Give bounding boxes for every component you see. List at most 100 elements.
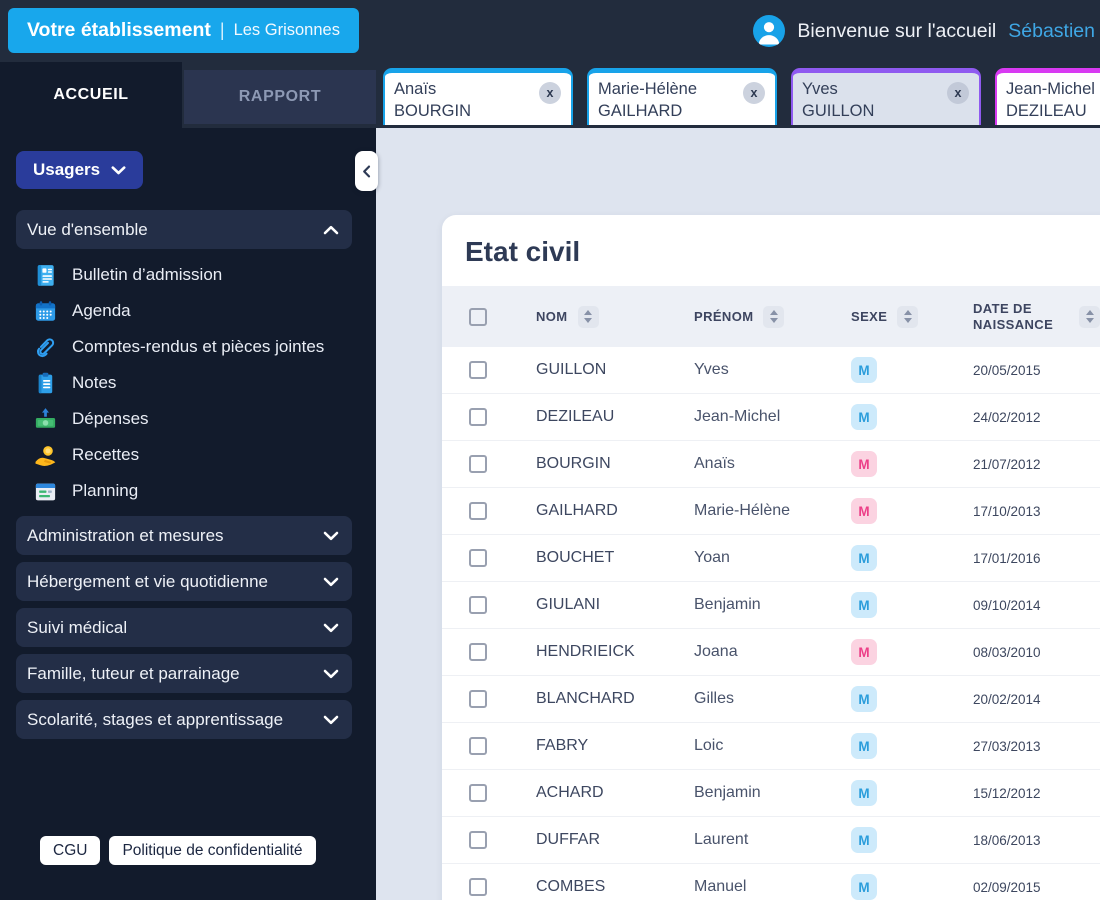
user-name-link[interactable]: Sébastien	[1008, 19, 1095, 42]
row-cell-prenom: Gilles	[694, 690, 735, 707]
row-cell-sexe: M	[824, 874, 946, 900]
sort-prenom-icon[interactable]	[763, 305, 785, 328]
user-tab-dezileau[interactable]: Jean-Michel DEZILEAU x	[995, 68, 1100, 125]
row-checkbox[interactable]	[469, 737, 487, 755]
table-row[interactable]: DEZILEAU Jean-Michel M 24/02/2012	[442, 394, 1100, 441]
sidebar-section-suivi-medical[interactable]: Suivi médical	[16, 608, 352, 647]
row-cell-nom: HENDRIEICK	[536, 643, 635, 660]
users-dropdown-button[interactable]: Usagers	[16, 151, 144, 189]
row-cell-select	[442, 455, 509, 473]
sexe-badge: M	[851, 874, 877, 900]
sexe-badge: M	[851, 733, 877, 759]
row-cell-nom: COMBES	[536, 878, 606, 895]
row-checkbox[interactable]	[469, 408, 487, 426]
sidebar-section-label: Scolarité, stages et apprentissage	[27, 709, 284, 729]
close-tab-icon[interactable]: x	[743, 82, 765, 104]
row-cell-nom: BOUCHET	[536, 549, 615, 566]
notepad-icon	[38, 372, 53, 393]
table-row[interactable]: HENDRIEICK Joana M 08/03/2010	[442, 629, 1100, 676]
establishment-button[interactable]: Votre établissement | Les Grisonnes	[8, 8, 359, 53]
row-cell-sexe: M	[824, 498, 946, 524]
sidebar-section-hebergement[interactable]: Hébergement et vie quotidienne	[16, 562, 352, 601]
sidebar-collapse-button[interactable]	[355, 151, 378, 191]
tab-rapport[interactable]: RAPPORT	[184, 70, 376, 124]
table-row[interactable]: BOUCHET Yoan M 17/01/2016	[442, 535, 1100, 582]
row-checkbox[interactable]	[469, 549, 487, 567]
chevron-down-icon	[111, 165, 126, 174]
row-checkbox[interactable]	[469, 455, 487, 473]
sort-nom-icon[interactable]	[577, 305, 599, 328]
sidebar-item-notes[interactable]: Notes	[0, 365, 376, 401]
select-all-checkbox[interactable]	[469, 307, 487, 326]
table-row[interactable]: COMBES Manuel M 02/09/2015	[442, 864, 1100, 900]
sidebar-section-overview[interactable]: Vue d'ensemble	[16, 210, 352, 249]
header-cell-nom: NOM	[509, 305, 667, 328]
close-tab-icon[interactable]: x	[947, 82, 969, 104]
row-cell-date: 20/05/2015	[973, 362, 1041, 378]
top-bar: Votre établissement | Les Grisonnes Bien…	[0, 0, 1100, 62]
table-row[interactable]: BLANCHARD Gilles M 20/02/2014	[442, 676, 1100, 723]
row-checkbox[interactable]	[469, 784, 487, 802]
sidebar-section-scolarite[interactable]: Scolarité, stages et apprentissage	[16, 700, 352, 739]
row-checkbox[interactable]	[469, 643, 487, 661]
column-label-nom: NOM	[536, 308, 568, 324]
sexe-badge: M	[851, 357, 877, 383]
table-row[interactable]: ACHARD Benjamin M 15/12/2012	[442, 770, 1100, 817]
sidebar-item-label: Dépenses	[72, 409, 149, 428]
card-title: Etat civil	[465, 236, 581, 267]
tab-accueil-label: ACCUEIL	[53, 86, 129, 103]
table-row[interactable]: GUILLON Yves M 20/05/2015	[442, 347, 1100, 394]
row-checkbox[interactable]	[469, 502, 487, 520]
row-cell-select	[442, 831, 509, 849]
table-row[interactable]: GIULANI Benjamin M 09/10/2014	[442, 582, 1100, 629]
etat-civil-card: Etat civil NOM PRÉNOM SEXE DATE DE NAISS…	[442, 215, 1100, 900]
sidebar-section-administration[interactable]: Administration et mesures	[16, 516, 352, 555]
table-row[interactable]: GAILHARD Marie-Hélène M 17/10/2013	[442, 488, 1100, 535]
row-cell-sexe: M	[824, 780, 946, 806]
row-checkbox[interactable]	[469, 690, 487, 708]
row-cell-nom: BOURGIN	[536, 455, 611, 472]
sort-sexe-icon[interactable]	[897, 305, 919, 328]
row-cell-date: 20/02/2014	[973, 691, 1041, 707]
table-row[interactable]: FABRY Loic M 27/03/2013	[442, 723, 1100, 770]
header-cell-naissance: DATE DE NAISSANCE	[946, 301, 1100, 333]
column-label-naissance: DATE DE NAISSANCE	[973, 300, 1054, 332]
sidebar-section-famille[interactable]: Famille, tuteur et parrainage	[16, 654, 352, 693]
user-tab-last-name: DEZILEAU	[1006, 102, 1087, 120]
table-row[interactable]: BOURGIN Anaïs M 21/07/2012	[442, 441, 1100, 488]
user-tab-last-name: BOURGIN	[394, 102, 472, 120]
sidebar-item-bulletin-admission[interactable]: Bulletin d’admission	[0, 257, 376, 293]
user-tab-bourgin[interactable]: Anaïs BOURGIN x	[383, 68, 573, 125]
user-avatar-icon[interactable]	[753, 15, 786, 47]
main-content: Etat civil NOM PRÉNOM SEXE DATE DE NAISS…	[376, 128, 1100, 900]
row-checkbox[interactable]	[469, 596, 487, 614]
row-cell-sexe: M	[824, 686, 946, 712]
table-row[interactable]: DUFFAR Laurent M 18/06/2013	[442, 817, 1100, 864]
establishment-separator: |	[219, 20, 225, 40]
sidebar-item-comptes-rendus[interactable]: Comptes-rendus et pièces jointes	[0, 329, 376, 365]
sidebar-item-recettes[interactable]: Recettes	[0, 437, 376, 473]
sidebar-item-depenses[interactable]: Dépenses	[0, 401, 376, 437]
sidebar-item-label: Agenda	[72, 301, 131, 320]
sort-naissance-icon[interactable]	[1079, 305, 1100, 328]
cgu-button[interactable]: CGU	[40, 836, 101, 865]
tab-accueil[interactable]: ACCUEIL	[0, 62, 182, 128]
sexe-badge: M	[851, 827, 877, 853]
row-cell-nom: ACHARD	[536, 784, 604, 801]
row-checkbox[interactable]	[469, 878, 487, 896]
close-tab-icon[interactable]: x	[539, 82, 561, 104]
user-tab-guillon[interactable]: Yves GUILLON x	[791, 68, 981, 125]
privacy-policy-button[interactable]: Politique de confidentialité	[109, 836, 316, 865]
sidebar-item-label: Bulletin d’admission	[72, 265, 223, 284]
hand-coin-icon	[35, 445, 56, 466]
row-checkbox[interactable]	[469, 361, 487, 379]
sidebar-section-label: Hébergement et vie quotidienne	[27, 571, 268, 591]
sidebar-item-planning[interactable]: Planning	[0, 473, 376, 509]
sexe-badge: M	[851, 498, 877, 524]
sidebar-item-agenda[interactable]: Agenda	[0, 293, 376, 329]
money-out-icon	[35, 407, 56, 428]
row-cell-date: 18/06/2013	[973, 832, 1041, 848]
column-label-sexe: SEXE	[851, 308, 888, 324]
user-tab-gailhard[interactable]: Marie-Hélène GAILHARD x	[587, 68, 777, 125]
row-checkbox[interactable]	[469, 831, 487, 849]
